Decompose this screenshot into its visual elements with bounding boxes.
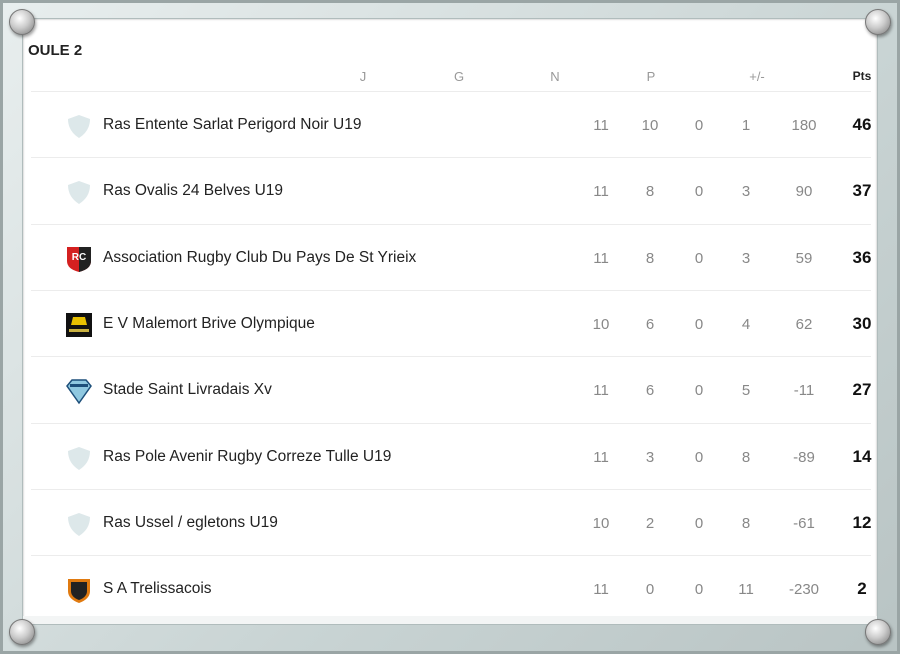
team-name[interactable]: Ras Entente Sarlat Perigord Noir U19 <box>103 116 362 133</box>
stat-diff: 62 <box>795 315 813 333</box>
team-row[interactable]: RC Association Rugby Club Du Pays De St Y… <box>31 225 871 291</box>
stat-p: 8 <box>741 514 751 532</box>
stat-diff: -89 <box>793 448 815 466</box>
row-divider <box>31 91 871 92</box>
stat-n: 0 <box>694 514 704 532</box>
team-logo-icon <box>68 446 90 470</box>
team-logo-icon <box>68 181 90 205</box>
pin-icon <box>865 619 891 645</box>
header-n: N <box>550 69 560 84</box>
stat-p: 8 <box>741 448 751 466</box>
standings-panel: OULE 2 J G N P +/- Pts Ras Entente Sarla… <box>22 18 878 625</box>
team-name[interactable]: Ras Ussel / egletons U19 <box>103 513 278 531</box>
stat-n: 0 <box>694 183 704 201</box>
team-name[interactable]: E V Malemort Brive Olympique <box>103 314 315 332</box>
stat-pts: 30 <box>852 313 872 333</box>
stat-j: 11 <box>593 117 609 134</box>
stat-diff: -230 <box>788 581 820 599</box>
stat-j: 11 <box>593 448 609 466</box>
row-divider <box>31 488 871 490</box>
stat-g: 6 <box>645 315 655 333</box>
stat-diff: 180 <box>791 117 817 134</box>
team-name[interactable]: Ras Pole Avenir Rugby Correze Tulle U19 <box>103 447 392 465</box>
stat-g: 3 <box>645 448 655 466</box>
stat-j: 10 <box>592 514 610 532</box>
header-p: P <box>646 69 656 84</box>
stat-p: 3 <box>741 249 751 267</box>
header-pts: Pts <box>852 69 872 83</box>
panel-footer <box>23 616 877 624</box>
stat-diff: 59 <box>795 249 813 267</box>
stat-g: 6 <box>645 382 655 400</box>
team-name[interactable]: Association Rugby Club Du Pays De St Yri… <box>103 248 417 266</box>
stat-diff: -61 <box>793 514 815 532</box>
pool-title: OULE 2 <box>28 42 83 59</box>
stat-pts: 2 <box>857 579 867 599</box>
team-row[interactable]: Ras Pole Avenir Rugby Correze Tulle U19 1… <box>31 424 871 490</box>
header-diff: +/- <box>749 69 765 84</box>
stat-g: 10 <box>641 117 659 134</box>
stat-g: 0 <box>645 581 655 599</box>
team-row[interactable]: Ras Ussel / egletons U19 10 2 0 8 -61 12 <box>31 490 871 556</box>
header-j: J <box>359 69 367 84</box>
stat-g: 2 <box>645 514 655 532</box>
team-row[interactable]: Stade Saint Livradais Xv 11 6 0 5 -11 27 <box>31 357 871 423</box>
team-row[interactable]: E V Malemort Brive Olympique 10 6 0 4 62 30 <box>31 291 871 357</box>
row-divider <box>31 422 871 424</box>
stat-n: 0 <box>694 382 704 400</box>
row-divider <box>31 555 871 557</box>
team-logo-icon: RC <box>67 246 91 272</box>
stat-p: 5 <box>741 382 751 400</box>
stat-j: 11 <box>593 382 609 400</box>
stat-n: 0 <box>694 581 704 599</box>
pin-icon <box>9 619 35 645</box>
stat-n: 0 <box>694 117 704 134</box>
team-name[interactable]: Stade Saint Livradais Xv <box>103 381 272 399</box>
stat-n: 0 <box>694 249 704 267</box>
team-name[interactable]: Ras Ovalis 24 Belves U19 <box>103 182 284 200</box>
stat-g: 8 <box>645 249 655 267</box>
team-logo-icon <box>68 579 90 604</box>
header-g: G <box>453 69 465 84</box>
stat-j: 11 <box>593 183 609 201</box>
row-divider <box>31 223 871 225</box>
stat-p: 11 <box>738 581 754 599</box>
stat-pts: 36 <box>852 247 872 267</box>
stat-diff: 90 <box>795 183 813 201</box>
row-divider <box>31 356 871 358</box>
pin-icon <box>9 9 35 35</box>
stat-pts: 46 <box>852 115 872 134</box>
stat-j: 11 <box>593 249 609 267</box>
stat-p: 4 <box>741 315 751 333</box>
stat-p: 1 <box>741 117 751 134</box>
stat-j: 10 <box>592 315 610 333</box>
team-row[interactable]: Ras Ovalis 24 Belves U19 11 8 0 3 90 37 <box>31 158 871 224</box>
stat-g: 8 <box>645 183 655 201</box>
team-row[interactable]: S A Trelissacois 11 0 0 11 -230 2 <box>31 556 871 622</box>
team-row[interactable]: Ras Entente Sarlat Perigord Noir U19 11 10… <box>31 92 871 158</box>
pin-icon <box>865 9 891 35</box>
stat-diff: -11 <box>793 382 815 400</box>
stat-n: 0 <box>694 448 704 466</box>
team-name[interactable]: S A Trelissacois <box>103 580 212 598</box>
stat-pts: 12 <box>852 512 872 532</box>
stat-n: 0 <box>694 315 704 333</box>
team-logo-icon <box>68 115 90 138</box>
stat-pts: 14 <box>852 446 872 466</box>
stat-pts: 37 <box>852 181 872 201</box>
stat-pts: 27 <box>852 380 872 400</box>
row-divider <box>31 289 871 291</box>
row-divider <box>31 157 871 159</box>
stat-j: 11 <box>593 581 609 599</box>
stat-p: 3 <box>741 183 751 201</box>
team-logo-icon <box>66 312 92 337</box>
svg-text:RC: RC <box>72 252 86 263</box>
team-logo-icon <box>66 379 92 405</box>
team-logo-icon <box>68 512 90 536</box>
